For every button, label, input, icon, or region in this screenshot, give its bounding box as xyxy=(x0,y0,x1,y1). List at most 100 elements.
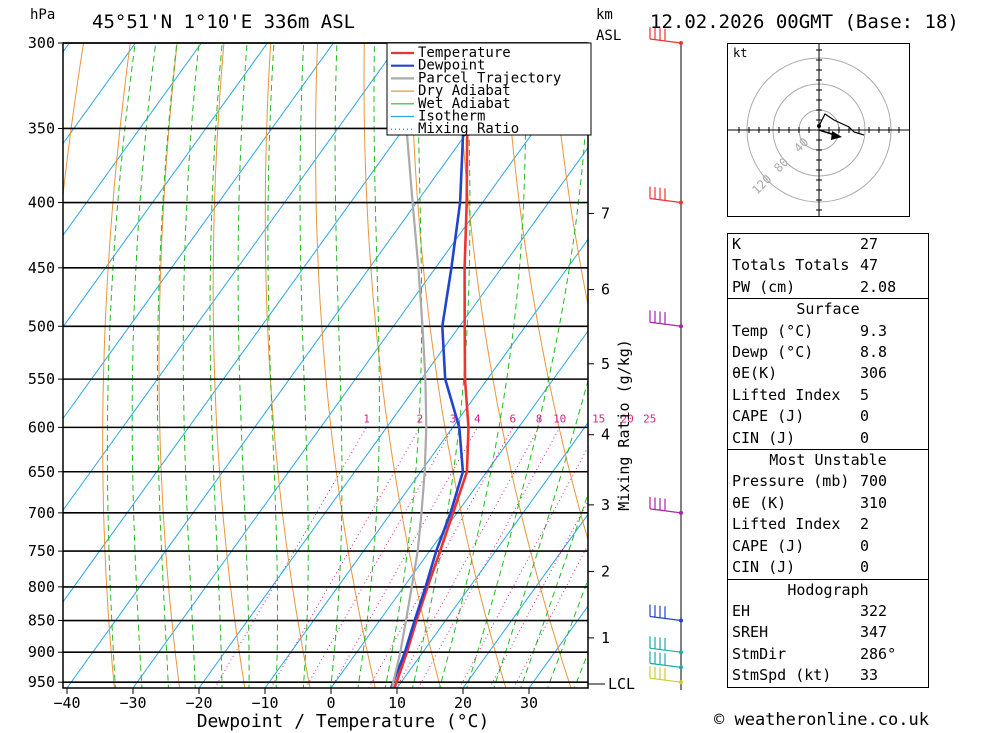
hodograph-panel: kt 40 80 120 xyxy=(727,43,910,217)
isotherm-line xyxy=(132,55,588,688)
dewpoint-profile xyxy=(389,43,466,688)
wind-barb-shaft xyxy=(649,677,682,683)
dry-adiabat-line xyxy=(550,43,588,308)
index-row-surface-cape: CAPE (J) 0 xyxy=(728,406,928,427)
mixing-ratio-line xyxy=(270,427,421,688)
index-label: SREH xyxy=(732,623,769,642)
temperature-tick-label: 0 xyxy=(326,694,335,712)
pressure-tick-label: 800 xyxy=(28,578,55,596)
dry-adiabat-line xyxy=(457,43,572,688)
section-title: Surface xyxy=(728,298,928,321)
index-row-pw: PW (cm) 2.08 xyxy=(728,277,928,299)
index-label: CAPE (J) xyxy=(732,407,805,426)
legend-entry: Wet Adiabat xyxy=(418,96,511,112)
index-row-k: K 27 xyxy=(728,234,928,255)
pressure-unit: hPa xyxy=(30,7,55,23)
wet-adiabat-line xyxy=(267,43,278,688)
dry-adiabat-line xyxy=(926,43,1000,688)
wind-barb-shaft xyxy=(649,662,682,669)
index-row-surface-temp: Temp (°C) 9.3 xyxy=(728,321,928,342)
hodo-start-point xyxy=(817,124,821,128)
index-value: 2 xyxy=(860,515,870,534)
index-label: Pressure (mb) xyxy=(732,472,850,491)
datetime-title: 12.02.2026 00GMT (Base: 18) xyxy=(650,11,959,33)
index-row-mu-theta: θE (K) 310 xyxy=(728,493,928,514)
index-row-tt: Totals Totals 47 xyxy=(728,255,928,276)
temperature-tick-label: 30 xyxy=(520,694,538,712)
index-label: Temp (°C) xyxy=(732,321,814,340)
wet-adiabat-line xyxy=(156,43,178,688)
height-ref: ASL xyxy=(596,28,621,44)
wind-barb-shaft xyxy=(649,647,682,653)
index-label: CIN (J) xyxy=(732,558,796,577)
profile-series xyxy=(389,43,470,688)
height-tick-label: 3 xyxy=(601,496,610,514)
pressure-tick-label: 850 xyxy=(28,612,55,630)
section-header-surface: Surface xyxy=(728,298,928,321)
mixing-ratio-label: 25 xyxy=(643,412,656,425)
mixing-ratio-label: 8 xyxy=(536,412,543,425)
index-value: 5 xyxy=(860,385,870,404)
temperature-tick-label: −40 xyxy=(53,694,80,712)
height-tick-label: 6 xyxy=(601,281,610,299)
section-title: Most Unstable xyxy=(728,449,928,472)
index-value: 347 xyxy=(860,623,888,642)
height-tick-label: 1 xyxy=(601,629,610,647)
isotherm-line xyxy=(63,43,202,237)
legend-entry: Parcel Trajectory xyxy=(418,70,561,86)
temperature-tick-label: 20 xyxy=(454,694,472,712)
pressure-tick-label: 750 xyxy=(28,542,55,560)
wet-adiabat-line xyxy=(466,78,588,688)
dry-adiabat-line xyxy=(212,43,246,688)
wet-adiabat-line xyxy=(357,43,380,688)
index-label: θE (K) xyxy=(732,493,787,512)
wind-barb xyxy=(649,496,682,514)
mixing-ratio-label: 10 xyxy=(553,412,566,425)
index-value: 700 xyxy=(860,472,888,491)
isotherm-line xyxy=(63,43,136,145)
mixing-ratio-label: 3 xyxy=(450,412,457,425)
wet-adiabat-line xyxy=(547,578,588,688)
isotherm-line xyxy=(330,330,588,688)
dry-adiabat-line xyxy=(314,43,376,688)
legend-entry: Dry Adiabat xyxy=(418,83,511,99)
index-row-stmspd: StmSpd (kt) 33 xyxy=(728,665,928,686)
mixing-ratio-axis-label: Mixing Ratio (g/kg) xyxy=(615,339,633,511)
index-label: CAPE (J) xyxy=(732,536,805,555)
index-row-sreh: SREH 347 xyxy=(728,622,928,643)
mixing-ratio-labels: 1 2 3 4 6 8 10 15 20 25 xyxy=(363,412,656,425)
wet-adiabat-line xyxy=(209,43,223,688)
mixing-ratio-line xyxy=(214,427,367,688)
legend-entry: Dewpoint xyxy=(418,58,485,74)
wet-adiabat-line xyxy=(439,43,527,688)
index-label: PW (cm) xyxy=(732,277,796,296)
index-value: 0 xyxy=(860,407,870,426)
pressure-tick-label: 300 xyxy=(28,34,55,52)
pressure-tick-label: 450 xyxy=(28,259,55,277)
pressure-tick-label: 600 xyxy=(28,418,55,436)
legend-entry: Mixing Ratio xyxy=(418,121,519,137)
hodograph: kt 40 80 120 xyxy=(728,44,909,216)
dry-adiabat-line xyxy=(102,43,131,688)
pressure-axis: 300 350 400 450 500 550 600 650 700 750 800 850 900 9… xyxy=(28,34,63,691)
dry-adiabat-line xyxy=(973,43,1000,688)
wind-barb-shaft xyxy=(649,321,682,327)
index-label: K xyxy=(732,235,742,253)
parcel-trajectory xyxy=(391,43,428,688)
wet-adiabat-line xyxy=(330,43,343,688)
temperature-profile xyxy=(393,43,470,688)
index-row-mu-cape: CAPE (J) 0 xyxy=(728,536,928,557)
copyright-link[interactable]: © weatheronline.co.uk xyxy=(714,710,929,730)
index-label: CIN (J) xyxy=(732,428,796,447)
pressure-tick-label: 900 xyxy=(28,643,55,661)
isotherm-line xyxy=(66,43,532,688)
wet-adiabat-line xyxy=(182,43,200,688)
wind-barb-shaft xyxy=(649,38,682,44)
isotherm-line xyxy=(198,146,588,688)
index-value: 9.3 xyxy=(860,321,888,340)
hodo-ticks xyxy=(738,49,900,211)
hodo-trace xyxy=(818,113,865,136)
index-value: 47 xyxy=(860,256,879,275)
wet-adiabat-line xyxy=(106,43,136,688)
